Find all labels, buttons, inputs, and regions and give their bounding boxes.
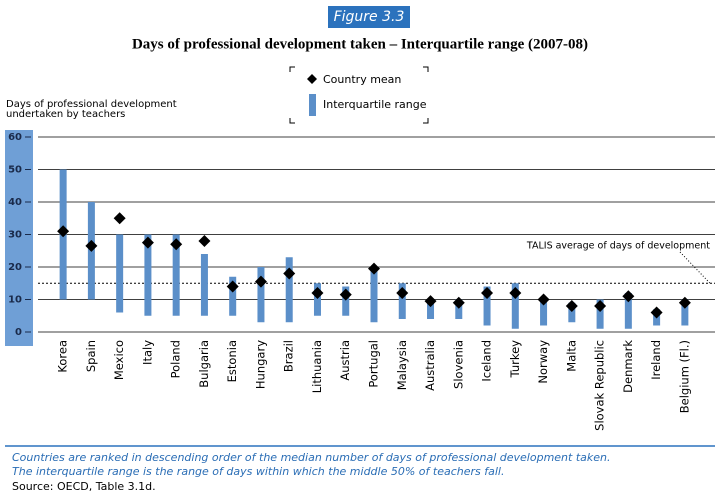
mean-marker bbox=[424, 295, 437, 308]
x-tick-label: Korea bbox=[56, 340, 70, 373]
mean-marker bbox=[565, 300, 578, 312]
x-tick-label: Slovenia bbox=[451, 340, 465, 389]
legend-marker bbox=[309, 94, 316, 116]
iqr-bar bbox=[398, 283, 406, 319]
x-tick-label: Lithuania bbox=[310, 340, 324, 393]
iqr-bar bbox=[681, 299, 689, 326]
iqr-bar bbox=[568, 302, 576, 323]
iqr-bar bbox=[229, 276, 237, 316]
figure-label: Figure 3.3 bbox=[334, 9, 405, 25]
iqr-bar bbox=[285, 257, 293, 323]
mean-marker bbox=[339, 288, 352, 301]
y-tick-label: 50 bbox=[8, 165, 22, 176]
mean-marker bbox=[226, 280, 239, 293]
iqr-bar bbox=[483, 286, 491, 326]
iqr-bar bbox=[427, 299, 435, 319]
x-tick-label: Hungary bbox=[253, 340, 267, 389]
y-tick-label: 60 bbox=[8, 132, 22, 143]
y-tick-label: 0 bbox=[15, 327, 22, 338]
iqr-bar bbox=[342, 286, 350, 316]
legend-label: Country mean bbox=[323, 73, 401, 86]
iqr-bar bbox=[455, 299, 463, 319]
iqr-bar bbox=[116, 234, 124, 313]
y-tick-label: 10 bbox=[8, 295, 22, 306]
note: The interquartile range is the range of … bbox=[12, 465, 504, 478]
iqr-bar bbox=[596, 299, 604, 329]
legend-frame bbox=[289, 66, 429, 124]
iqr-bar bbox=[540, 299, 548, 326]
x-tick-label: Austria bbox=[338, 340, 352, 381]
y-axis-label: undertaken by teachers bbox=[6, 109, 125, 120]
iqr-bar bbox=[144, 234, 152, 316]
reference-label: TALIS average of days of development bbox=[526, 241, 710, 252]
iqr-bar bbox=[511, 283, 519, 329]
mean-marker bbox=[537, 293, 550, 306]
x-tick-label: Slovak Republic bbox=[593, 340, 607, 431]
mean-marker bbox=[396, 287, 409, 299]
mean-marker bbox=[594, 300, 607, 312]
mean-marker bbox=[57, 225, 70, 238]
x-tick-label: Denmark bbox=[621, 340, 635, 393]
axis-band bbox=[5, 130, 33, 346]
x-tick-label: Estonia bbox=[225, 340, 239, 382]
x-tick-label: Mexico bbox=[112, 340, 126, 380]
x-tick-label: Portugal bbox=[367, 340, 381, 388]
legend-marker bbox=[307, 74, 317, 84]
mean-marker bbox=[509, 287, 522, 299]
note: Countries are ranked in descending order… bbox=[12, 451, 611, 464]
x-tick-label: Turkey bbox=[508, 340, 522, 379]
x-tick-label: Belgium (Fl.) bbox=[677, 340, 691, 413]
mean-marker bbox=[368, 262, 380, 275]
x-tick-label: Ireland bbox=[649, 340, 663, 380]
mean-marker bbox=[170, 238, 183, 251]
mean-marker bbox=[622, 290, 635, 303]
mean-marker bbox=[141, 236, 154, 249]
y-axis-label: Days of professional development bbox=[6, 99, 177, 110]
x-tick-label: Norway bbox=[536, 340, 550, 384]
legend-label: Interquartile range bbox=[323, 98, 427, 111]
iqr-bar bbox=[370, 267, 378, 323]
iqr-bar bbox=[172, 234, 180, 316]
y-tick-label: 40 bbox=[8, 197, 22, 208]
x-tick-label: Italy bbox=[140, 340, 154, 365]
x-tick-label: Australia bbox=[423, 340, 437, 391]
mean-marker bbox=[452, 296, 465, 309]
mean-marker bbox=[198, 235, 211, 247]
x-tick-label: Iceland bbox=[480, 340, 494, 382]
mean-marker bbox=[650, 306, 663, 319]
mean-marker bbox=[85, 239, 98, 252]
x-tick-label: Poland bbox=[169, 340, 183, 378]
iqr-bar bbox=[313, 283, 321, 316]
mean-marker bbox=[254, 275, 267, 288]
x-tick-label: Malta bbox=[564, 340, 578, 372]
x-tick-label: Bulgaria bbox=[197, 340, 211, 388]
mean-marker bbox=[481, 287, 494, 299]
x-tick-label: Malaysia bbox=[395, 340, 409, 390]
mean-marker bbox=[678, 296, 691, 309]
iqr-bar bbox=[200, 254, 208, 316]
y-tick-label: 30 bbox=[8, 230, 22, 241]
reference-pointer bbox=[679, 251, 711, 284]
x-tick-label: Brazil bbox=[282, 340, 296, 372]
figure-label-box bbox=[328, 6, 410, 28]
chart-title: Days of professional development taken –… bbox=[132, 36, 588, 52]
mean-marker bbox=[113, 212, 126, 225]
source: Source: OECD, Table 3.1d. bbox=[12, 480, 156, 493]
mean-marker bbox=[283, 267, 296, 280]
iqr-bar bbox=[624, 293, 632, 329]
x-tick-label: Spain bbox=[84, 340, 98, 372]
mean-marker bbox=[311, 287, 324, 299]
iqr-bar bbox=[257, 267, 265, 323]
y-tick-label: 20 bbox=[8, 262, 22, 273]
